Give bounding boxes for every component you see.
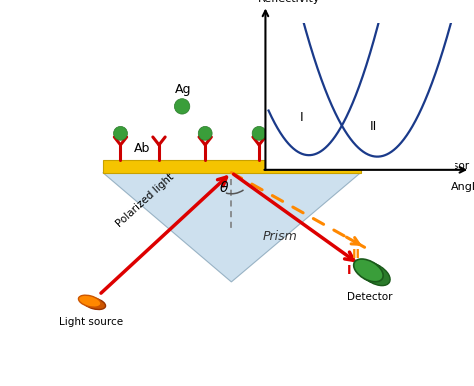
Polygon shape: [364, 262, 380, 282]
Text: II: II: [369, 120, 376, 133]
Text: Prism: Prism: [263, 230, 297, 242]
Ellipse shape: [79, 295, 101, 307]
Text: I: I: [347, 264, 351, 277]
Text: Reflectivity: Reflectivity: [258, 0, 320, 4]
Ellipse shape: [83, 298, 106, 310]
Text: Gold surface sensor: Gold surface sensor: [365, 161, 469, 171]
Text: $\theta$: $\theta$: [219, 180, 229, 195]
Polygon shape: [103, 173, 361, 282]
Bar: [103, 160, 361, 173]
Text: Light source: Light source: [59, 317, 123, 327]
Circle shape: [306, 126, 320, 140]
Text: Detector: Detector: [347, 292, 393, 302]
Circle shape: [174, 99, 190, 114]
Circle shape: [114, 126, 128, 140]
Ellipse shape: [361, 263, 390, 286]
Text: Polarized light: Polarized light: [114, 172, 176, 229]
Circle shape: [252, 126, 266, 140]
Circle shape: [198, 126, 212, 140]
Text: Angle: Angle: [450, 181, 474, 191]
Text: Ab: Ab: [134, 142, 151, 155]
Ellipse shape: [354, 259, 383, 282]
Text: Ag: Ag: [175, 83, 192, 96]
Text: II: II: [352, 248, 361, 261]
Text: I: I: [300, 112, 303, 124]
